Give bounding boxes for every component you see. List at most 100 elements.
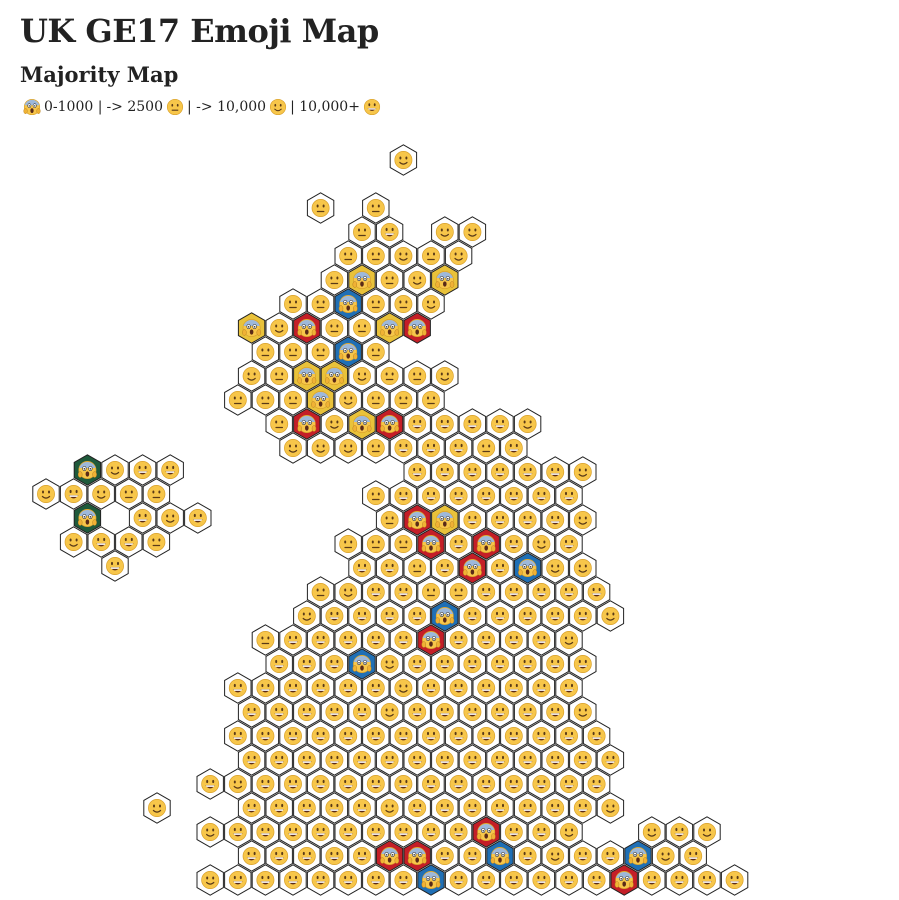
constituency-hex [569,792,597,824]
constituency-hex [320,312,349,344]
constituency-hex [403,360,431,392]
constituency-hex [334,768,362,800]
constituency-hex [334,384,362,416]
constituency-hex [513,456,542,488]
constituency-hex [555,528,583,560]
constituency-hex [513,696,542,728]
constituency-hex [362,192,390,224]
constituency-hex [486,696,514,728]
constituency-hex [389,384,418,416]
constituency-hex [389,288,418,320]
constituency-hex [444,528,473,560]
constituency-hex [306,432,335,464]
constituency-hex [306,384,335,416]
constituency-hex [334,624,362,656]
constituency-hex [527,864,556,896]
constituency-hex [417,816,445,848]
constituency-hex [362,624,390,656]
constituency-hex [444,432,473,464]
constituency-hex [320,648,349,680]
constituency-hex [293,312,321,344]
constituency-hex [320,840,349,872]
constituency-hex [362,384,390,416]
constituency-hex [403,600,431,632]
constituency-hex [569,552,597,584]
constituency-hex [265,360,293,392]
constituency-hex [541,456,569,488]
constituency-hex [569,744,597,776]
constituency-hex [444,624,473,656]
constituency-hex [555,720,583,752]
constituency-hex [251,384,280,416]
constituency-hex [555,480,583,512]
constituency-hex [293,648,321,680]
constituency-hex [251,624,280,656]
constituency-hex [431,456,459,488]
constituency-hex [224,384,252,416]
constituency-hex [362,336,390,368]
ni-constituency-hex [59,526,88,558]
constituency-hex [293,840,321,872]
constituency-hex [431,264,459,296]
constituency-hex [251,336,280,368]
constituency-hex [665,864,694,896]
constituency-hex [555,576,583,608]
constituency-hex [362,768,390,800]
constituency-hex [348,360,376,392]
constituency-hex [362,576,390,608]
constituency-hex [431,408,459,440]
constituency-hex [486,456,514,488]
constituency-hex [334,576,362,608]
constituency-hex [458,696,487,728]
constituency-hex [224,864,252,896]
constituency-hex [500,624,528,656]
constituency-hex [555,816,583,848]
constituency-hex [320,792,349,824]
constituency-hex [251,816,280,848]
constituency-hex [362,528,390,560]
ni-constituency-hex [115,478,143,510]
constituency-hex [237,792,266,824]
constituency-hex [279,432,307,464]
scream-emoji-icon [23,98,41,116]
constituency-hex [224,720,252,752]
constituency-hex [293,408,321,440]
constituency-hex [403,552,431,584]
constituency-hex [500,480,528,512]
constituency-hex [541,744,569,776]
constituency-hex [541,600,569,632]
constituency-hex [569,600,597,632]
constituency-hex [513,600,542,632]
constituency-hex [486,792,514,824]
constituency-hex [389,240,418,272]
ni-constituency-hex [32,478,60,510]
constituency-hex [375,312,404,344]
constituency-hex [251,864,280,896]
constituency-hex [362,288,390,320]
constituency-hex [500,576,528,608]
ni-constituency-hex [73,454,102,486]
constituency-hex [500,720,528,752]
constituency-hex [375,792,404,824]
ni-constituency-hex [142,478,171,510]
constituency-hex [458,408,487,440]
constituency-hex [362,672,390,704]
legend-range-0: 0-1000 | [44,99,103,115]
constituency-hex [196,864,224,896]
constituency-hex [417,576,445,608]
constituency-hex [334,288,362,320]
constituency-hex [596,744,625,776]
constituency-hex [596,840,625,872]
constituency-hex [596,600,625,632]
ni-constituency-hex [101,454,129,486]
constituency-hex [527,672,556,704]
constituency-hex [527,528,556,560]
ni-constituency-hex [156,502,184,534]
constituency-hex [555,672,583,704]
constituency-hex [444,672,473,704]
constituency-hex [472,624,500,656]
constituency-hex [444,576,473,608]
constituency-hex [472,816,500,848]
constituency-hex [362,720,390,752]
constituency-hex [665,816,694,848]
